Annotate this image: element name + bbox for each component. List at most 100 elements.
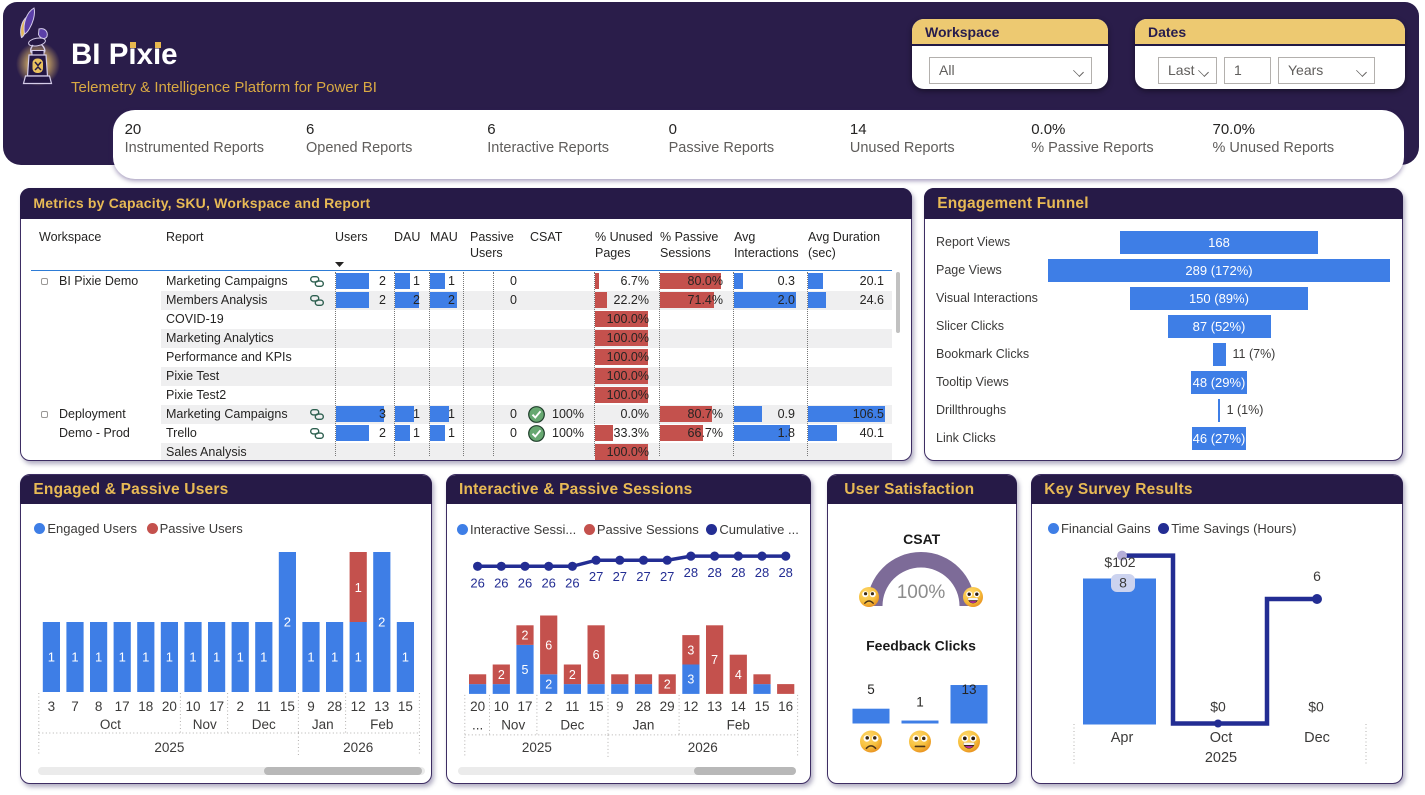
svg-text:7: 7 <box>72 699 80 714</box>
svg-text:26: 26 <box>565 575 579 590</box>
svg-text:2: 2 <box>664 678 671 692</box>
svg-text:18: 18 <box>139 699 154 714</box>
svg-text:...: ... <box>472 717 483 732</box>
svg-text:28: 28 <box>684 565 698 580</box>
svg-text:13: 13 <box>961 682 976 697</box>
svg-text:15: 15 <box>280 699 295 714</box>
svg-text:28: 28 <box>327 699 342 714</box>
svg-text:3: 3 <box>687 673 694 687</box>
svg-text:27: 27 <box>636 569 650 584</box>
svg-text:1: 1 <box>72 650 79 665</box>
svg-text:28: 28 <box>755 565 769 580</box>
svg-text:1: 1 <box>331 650 338 665</box>
svg-text:27: 27 <box>589 569 603 584</box>
svg-text:11: 11 <box>257 699 271 714</box>
svg-text:1: 1 <box>48 650 55 665</box>
svg-text:2025: 2025 <box>1205 750 1237 766</box>
svg-text:$102: $102 <box>1104 554 1135 570</box>
svg-text:2: 2 <box>545 699 553 714</box>
svg-text:2026: 2026 <box>344 740 374 755</box>
svg-text:1: 1 <box>916 695 924 710</box>
svg-text:11: 11 <box>565 699 579 714</box>
svg-text:1: 1 <box>355 650 362 665</box>
svg-text:Oct: Oct <box>100 717 121 732</box>
svg-text:15: 15 <box>589 699 604 714</box>
svg-text:2: 2 <box>379 615 386 630</box>
svg-text:6: 6 <box>593 648 600 662</box>
svg-text:26: 26 <box>470 575 484 590</box>
svg-text:2026: 2026 <box>688 740 718 755</box>
svg-text:Nov: Nov <box>193 717 217 732</box>
svg-text:1: 1 <box>166 650 173 665</box>
svg-text:Dec: Dec <box>560 717 584 732</box>
svg-text:3: 3 <box>687 643 694 657</box>
svg-text:Dec: Dec <box>1304 730 1330 746</box>
svg-text:100%: 100% <box>897 582 946 603</box>
svg-text:15: 15 <box>398 699 413 714</box>
svg-text:2025: 2025 <box>522 740 552 755</box>
svg-text:2025: 2025 <box>155 740 185 755</box>
svg-text:1: 1 <box>402 650 409 665</box>
svg-text:12: 12 <box>683 699 698 714</box>
svg-text:17: 17 <box>517 699 532 714</box>
svg-text:Oct: Oct <box>1210 730 1233 746</box>
svg-text:Apr: Apr <box>1111 730 1134 746</box>
svg-text:Dec: Dec <box>252 717 276 732</box>
svg-text:1: 1 <box>261 650 268 665</box>
svg-text:2: 2 <box>545 678 552 692</box>
svg-text:27: 27 <box>660 569 674 584</box>
svg-text:1: 1 <box>213 650 220 665</box>
svg-text:Feb: Feb <box>727 717 750 732</box>
svg-text:1: 1 <box>308 650 315 665</box>
svg-text:26: 26 <box>541 575 555 590</box>
svg-text:1: 1 <box>237 650 244 665</box>
svg-text:7: 7 <box>711 653 718 667</box>
svg-text:13: 13 <box>707 699 722 714</box>
svg-text:8: 8 <box>95 699 103 714</box>
svg-text:CSAT: CSAT <box>903 531 941 547</box>
svg-text:2: 2 <box>237 699 245 714</box>
svg-text:1: 1 <box>95 650 102 665</box>
svg-text:28: 28 <box>636 699 651 714</box>
svg-text:2: 2 <box>522 629 529 643</box>
svg-text:28: 28 <box>707 565 721 580</box>
svg-text:6: 6 <box>545 638 552 652</box>
svg-text:10: 10 <box>494 699 509 714</box>
svg-text:1: 1 <box>355 580 362 595</box>
svg-text:16: 16 <box>778 699 793 714</box>
svg-text:13: 13 <box>375 699 390 714</box>
svg-text:14: 14 <box>731 699 747 714</box>
svg-text:$0: $0 <box>1210 699 1226 715</box>
svg-text:27: 27 <box>613 569 627 584</box>
svg-text:9: 9 <box>616 699 624 714</box>
svg-text:10: 10 <box>186 699 201 714</box>
svg-text:Jan: Jan <box>633 717 655 732</box>
svg-text:1: 1 <box>190 650 197 665</box>
svg-text:28: 28 <box>778 565 792 580</box>
svg-text:28: 28 <box>731 565 745 580</box>
svg-text:20: 20 <box>162 699 177 714</box>
svg-text:29: 29 <box>660 699 675 714</box>
svg-text:Feedback Clicks: Feedback Clicks <box>866 638 976 654</box>
svg-text:17: 17 <box>115 699 130 714</box>
svg-text:5: 5 <box>522 663 529 677</box>
svg-text:9: 9 <box>308 699 316 714</box>
svg-text:3: 3 <box>48 699 56 714</box>
svg-text:20: 20 <box>470 699 485 714</box>
svg-text:6: 6 <box>1313 568 1321 584</box>
svg-text:12: 12 <box>351 699 366 714</box>
svg-text:1: 1 <box>143 650 150 665</box>
svg-text:Feb: Feb <box>371 717 394 732</box>
svg-text:26: 26 <box>518 575 532 590</box>
svg-text:5: 5 <box>867 682 875 697</box>
svg-text:Jan: Jan <box>312 717 334 732</box>
svg-text:2: 2 <box>284 615 291 630</box>
svg-text:Nov: Nov <box>501 717 525 732</box>
svg-text:$0: $0 <box>1308 699 1324 715</box>
svg-text:1: 1 <box>119 650 126 665</box>
svg-text:2: 2 <box>569 668 576 682</box>
svg-text:26: 26 <box>494 575 508 590</box>
svg-text:2: 2 <box>498 668 505 682</box>
svg-text:17: 17 <box>209 699 224 714</box>
svg-text:4: 4 <box>735 668 742 682</box>
